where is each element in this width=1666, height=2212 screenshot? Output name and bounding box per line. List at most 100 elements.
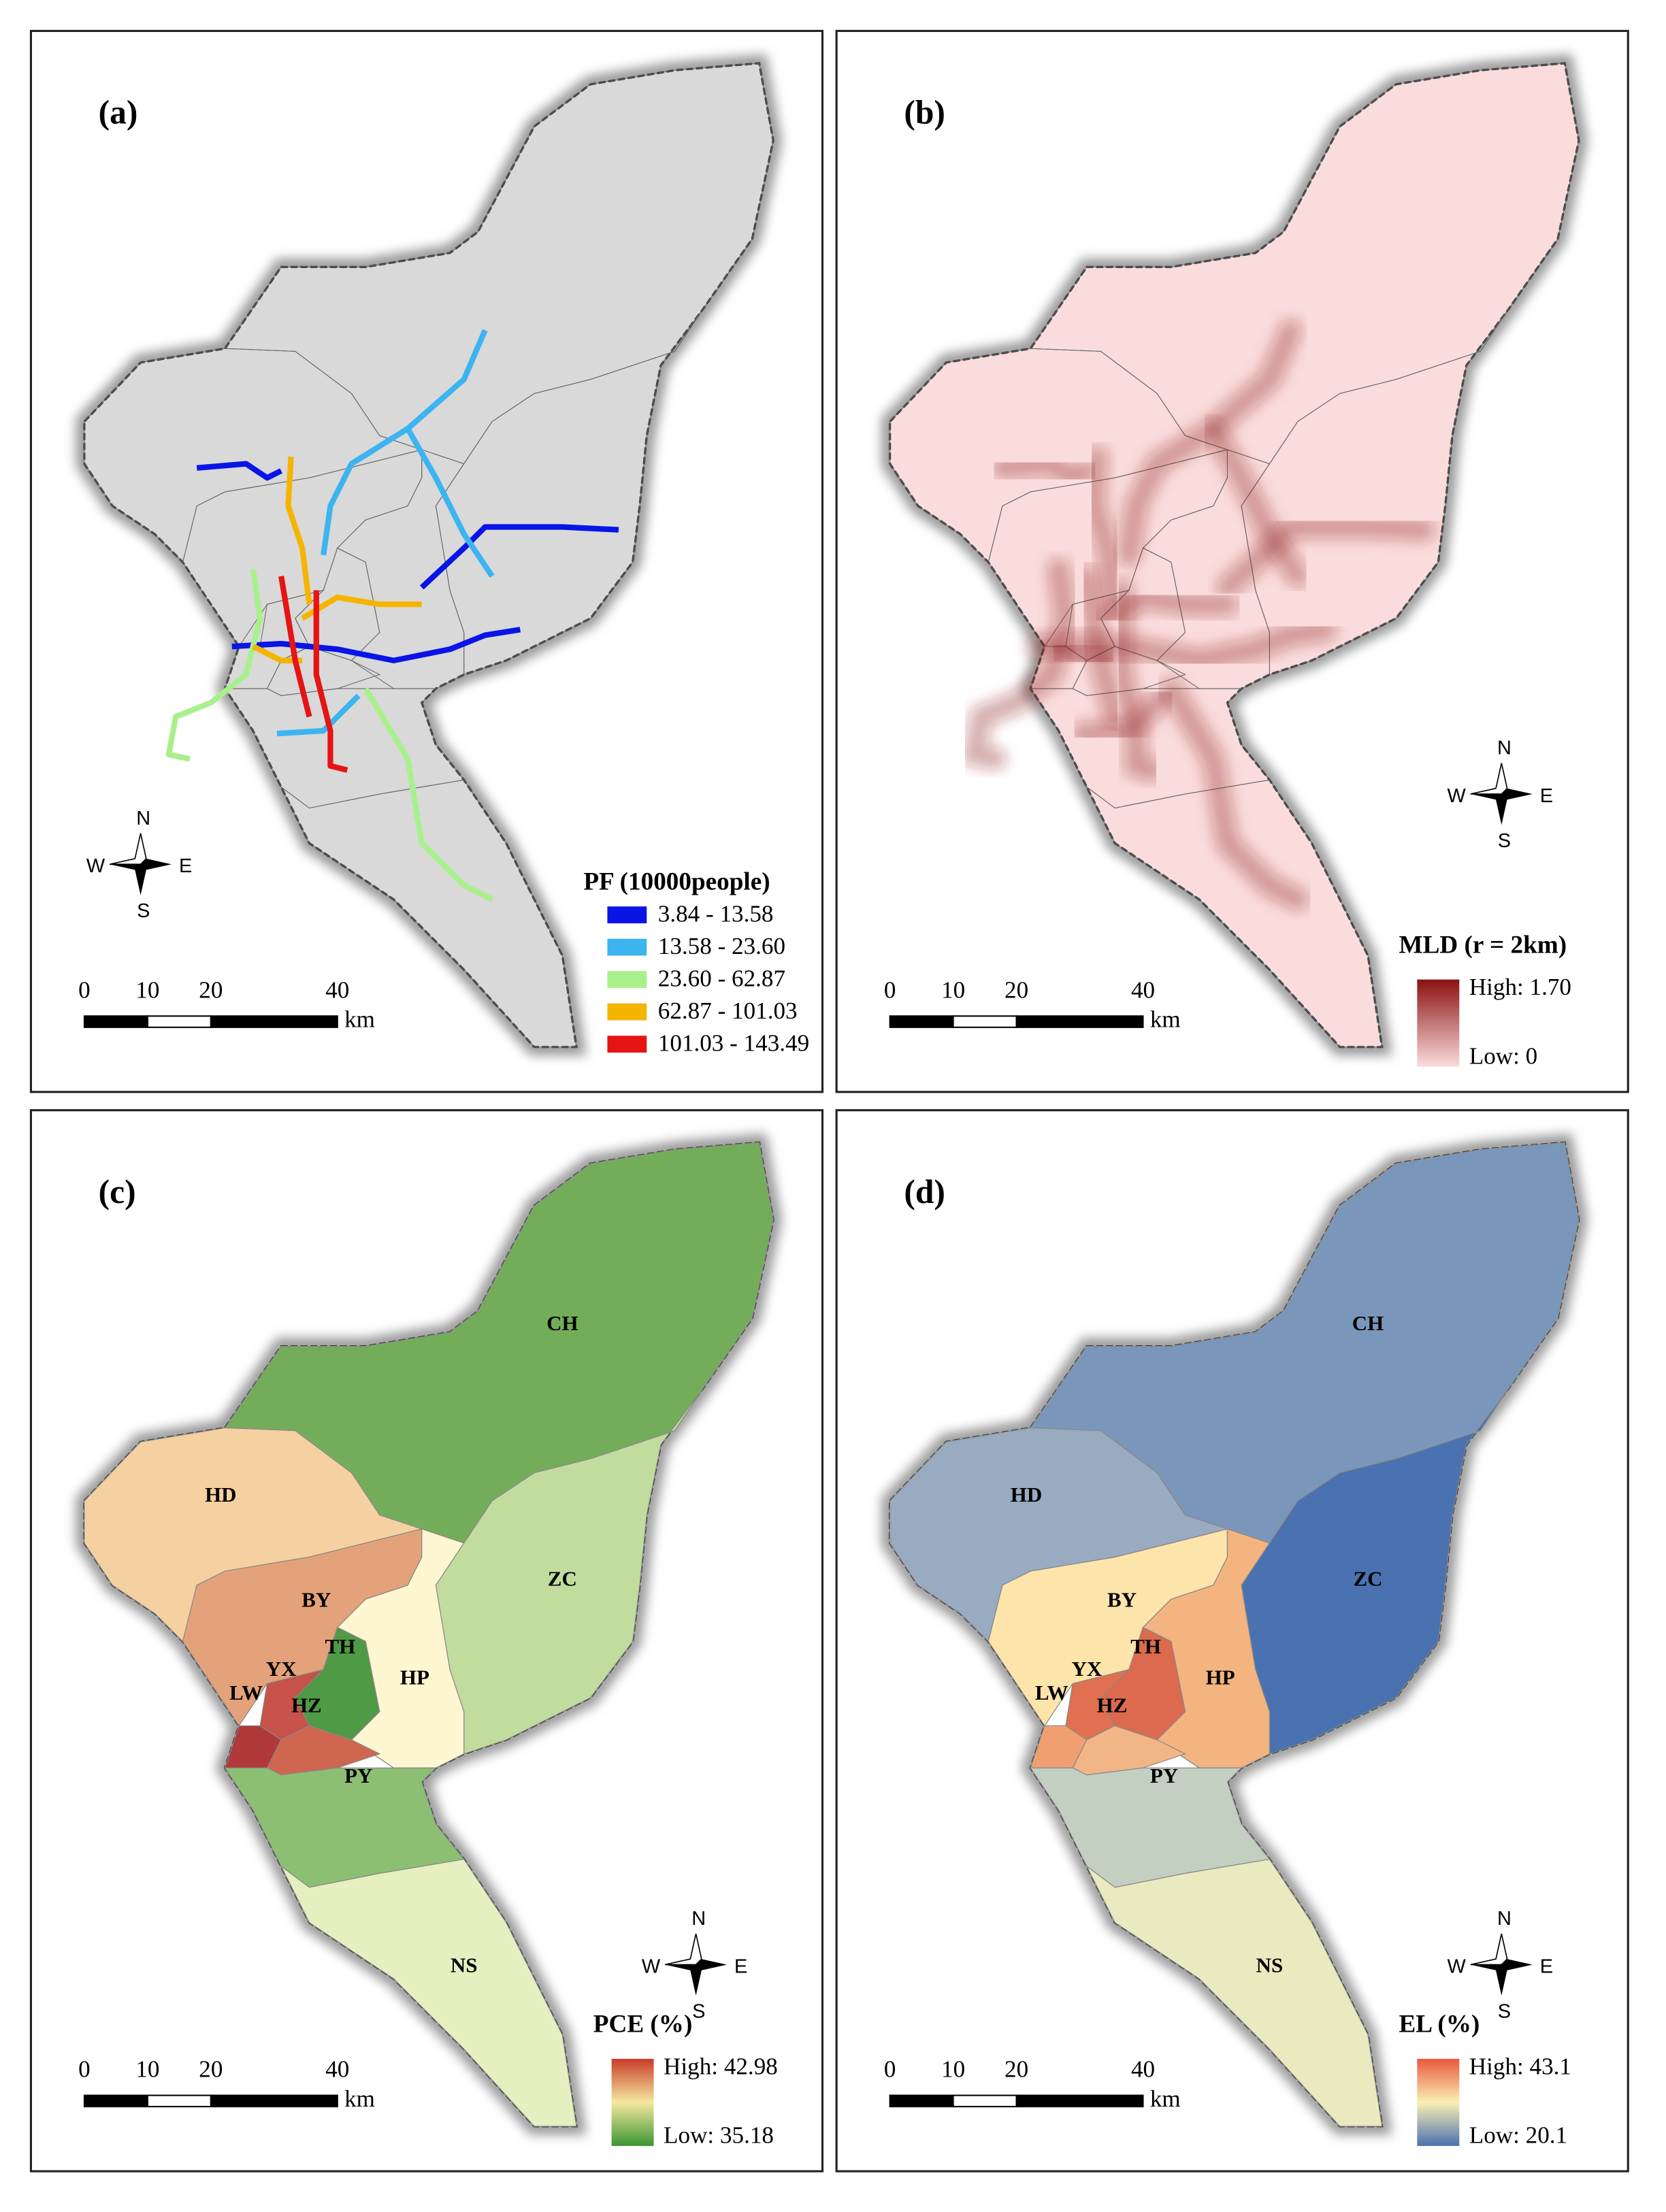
legend-high: High: 1.70 — [1469, 974, 1571, 1000]
compass-e: E — [1540, 1955, 1553, 1977]
density-trace — [1075, 565, 1126, 728]
panel-label: (b) — [904, 94, 945, 131]
district-label: HZ — [1097, 1694, 1128, 1717]
scale-tick-label: 20 — [1004, 2056, 1028, 2083]
legend-label: 3.84 - 13.58 — [658, 901, 774, 927]
scale-tick-label: 10 — [135, 976, 159, 1003]
compass-e: E — [1540, 785, 1553, 807]
district-label: PY — [344, 1764, 372, 1787]
district-label: BY — [301, 1588, 331, 1612]
scale-tick-label: 0 — [884, 976, 896, 1003]
scale-tick-label: 0 — [884, 2056, 896, 2083]
compass: N S E W — [86, 808, 193, 922]
legend-ramp — [611, 2058, 654, 2146]
district-label: CH — [1352, 1311, 1384, 1335]
legend-label: 23.60 - 62.87 — [658, 965, 785, 992]
compass-s: S — [137, 900, 150, 922]
district-label: YX — [1072, 1657, 1102, 1681]
scale-segment — [210, 1015, 338, 1028]
district-label: TH — [325, 1634, 356, 1658]
compass-star-light — [1470, 763, 1508, 795]
legend-swatch — [607, 971, 647, 989]
legend-low: Low: 0 — [1469, 1042, 1537, 1069]
district-label: PY — [1150, 1764, 1178, 1787]
legend-title: PF (10000people) — [583, 868, 770, 895]
compass-w: W — [86, 855, 105, 877]
district-label: LW — [1035, 1681, 1068, 1704]
scale-tick-label: 10 — [135, 2056, 159, 2083]
scale-segment — [1015, 1015, 1144, 1028]
scale-tick-label: 10 — [941, 2056, 965, 2083]
compass-n: N — [1497, 1908, 1512, 1930]
compass-n: N — [136, 808, 150, 829]
compass-star-light — [1470, 1933, 1508, 1966]
compass-w: W — [642, 1955, 661, 1977]
scale-unit: km — [344, 2085, 375, 2112]
scale-segment — [146, 1015, 212, 1028]
compass: N S E W — [1448, 738, 1554, 852]
district-label: LW — [229, 1681, 263, 1704]
district-label: BY — [1107, 1588, 1137, 1612]
panel: (a) PF (10000people) 3.84 - 13.58 13.58 - 2… — [29, 29, 824, 1093]
compass-n: N — [1497, 738, 1512, 759]
compass-w: W — [1448, 1955, 1467, 1977]
panel: (b) MLD (r = 2km) High: 1.70 Low: 0 0 10 20 40 k… — [835, 29, 1629, 1093]
compass: N S E W — [1448, 1908, 1554, 2022]
legend-low: Low: 35.18 — [664, 2122, 774, 2149]
scale-tick-label: 20 — [199, 2056, 223, 2083]
legend-swatch — [607, 1003, 647, 1021]
district-label: HP — [1206, 1665, 1235, 1689]
legend-ramp — [1417, 2058, 1460, 2146]
scale-segment — [952, 1015, 1017, 1028]
metro-line — [196, 461, 283, 481]
scale-tick-label: 40 — [325, 976, 349, 1003]
district — [1086, 1858, 1383, 2127]
metro-line — [419, 524, 619, 590]
panel-label: (a) — [99, 94, 138, 131]
district — [280, 1858, 577, 2127]
scale-segment — [146, 2094, 212, 2108]
metro-line — [285, 457, 312, 605]
density-trace — [1110, 578, 1164, 782]
scale-tick-label: 0 — [78, 2056, 91, 2083]
scale-segment — [889, 1015, 954, 1028]
metro-line — [363, 687, 493, 902]
legend-swatch — [607, 1036, 647, 1053]
district-label: HD — [1011, 1483, 1042, 1506]
metro-line — [231, 627, 521, 663]
legend-title: MLD (r = 2km) — [1399, 931, 1567, 959]
compass-s: S — [1498, 2000, 1511, 2022]
compass: N S E W — [642, 1908, 748, 2022]
compass-e: E — [179, 855, 192, 877]
legend-label: 62.87 - 101.03 — [658, 997, 798, 1024]
compass-star-light — [109, 833, 147, 865]
scale-tick-label: 40 — [1131, 2056, 1155, 2083]
legend-label: 13.58 - 23.60 — [658, 933, 785, 959]
metro-line — [405, 427, 495, 578]
scale-tick-label: 10 — [941, 976, 965, 1003]
legend-label: 101.03 - 143.49 — [658, 1030, 809, 1057]
legend-high: High: 43.1 — [1469, 2053, 1571, 2079]
scale-tick-label: 0 — [78, 976, 91, 1003]
district-label: HZ — [291, 1694, 322, 1717]
legend-title: PCE (%) — [593, 2011, 693, 2038]
density-trace — [1202, 417, 1309, 588]
density-trace — [961, 557, 1077, 770]
density-trace — [1082, 445, 1126, 616]
scale-segment — [210, 2094, 338, 2108]
compass-e: E — [734, 1955, 747, 1977]
scale-tick-label: 40 — [325, 2056, 349, 2083]
scale-segment — [83, 1015, 148, 1028]
metro-line — [301, 594, 422, 621]
scale-tick-label: 40 — [1131, 976, 1155, 1003]
metro-line — [313, 590, 348, 773]
panel-label: (c) — [99, 1173, 136, 1210]
district-label: ZC — [1354, 1567, 1383, 1591]
density-trace — [991, 452, 1098, 491]
legend-swatch — [607, 938, 647, 956]
district-border — [1142, 449, 1271, 689]
